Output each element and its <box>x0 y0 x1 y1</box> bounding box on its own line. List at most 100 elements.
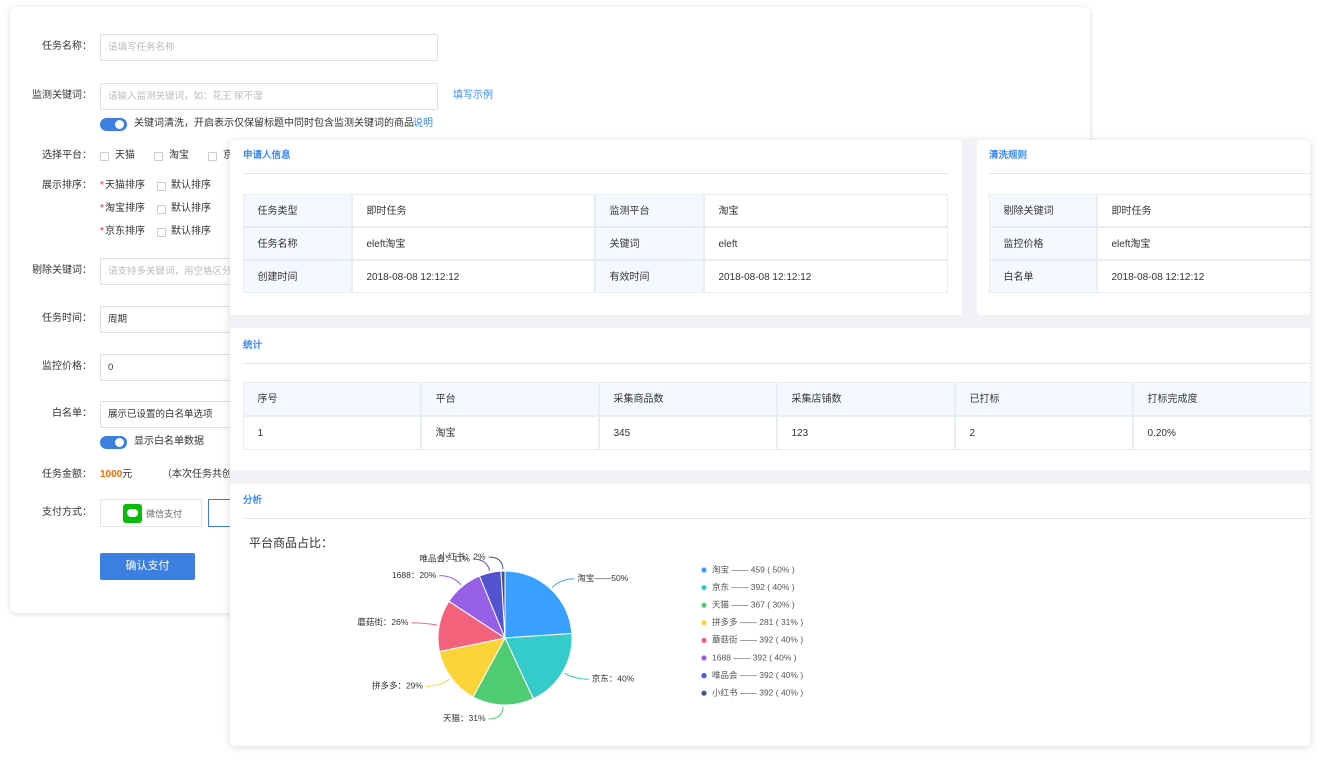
checkbox-label: 默认排序 <box>171 203 211 214</box>
slice-label: 淘宝——50% <box>577 573 628 583</box>
checkbox[interactable] <box>208 151 217 161</box>
legend-label: 唯品会 —— 392 ( 40% ) <box>712 670 803 680</box>
table-cell: 创建时间 <box>242 259 352 293</box>
toggle[interactable] <box>100 435 127 449</box>
required-mark: * <box>100 203 104 214</box>
pay-option-label: 微信支付 <box>146 509 183 519</box>
table-cell: eleft淘宝 <box>351 226 595 260</box>
legend-dot <box>701 602 707 608</box>
pay-option[interactable]: 微信支付 <box>100 499 202 527</box>
section-title: 申请人信息 <box>243 150 291 161</box>
legend-label: 天猫 —— 367 ( 30% ) <box>712 599 795 609</box>
slice-label: 天猫：31% <box>443 713 486 723</box>
table-cell: 即时任务 <box>1096 193 1311 227</box>
section-rule <box>243 173 948 174</box>
toggle[interactable] <box>100 117 127 131</box>
toggle-knob <box>115 437 124 447</box>
checkbox-label: 淘宝 <box>169 150 189 161</box>
divider-strip <box>962 140 977 315</box>
checkbox[interactable] <box>157 227 166 237</box>
table-cell: 剔除关键词 <box>988 193 1097 227</box>
divider-strip <box>230 315 1310 328</box>
toggle-text: 显示白名单数据 <box>134 436 204 447</box>
field-label: 选择平台： <box>42 150 92 161</box>
wechat-icon <box>123 504 142 523</box>
amount: 1000元 <box>100 467 132 483</box>
slice-label: 京东：40% <box>592 673 635 683</box>
table-cell: 序号 <box>242 381 421 416</box>
table-cell: 2 <box>954 415 1133 450</box>
checkbox[interactable] <box>157 181 166 191</box>
table-cell: 已打标 <box>954 381 1133 416</box>
legend-dot <box>701 637 707 644</box>
field-label: 展示排序： <box>42 180 92 191</box>
amount-value: 1000 <box>100 469 123 480</box>
table-cell: 0.20% <box>1132 415 1311 450</box>
legend-dot <box>701 673 707 679</box>
table-cell: 1 <box>242 415 421 450</box>
amount-note: （本次任务共创 <box>162 469 232 480</box>
table-cell: 任务类型 <box>242 193 352 227</box>
legend-dot <box>701 690 707 696</box>
legend-label: 淘宝 —— 459 ( 50% ) <box>712 564 795 574</box>
pie-slice <box>504 632 573 700</box>
table-cell: 采集商品数 <box>598 381 777 416</box>
text-input[interactable]: 请输入监测关键词，如：花王 尿不湿 <box>100 83 438 110</box>
checkbox[interactable] <box>100 151 109 161</box>
help-link[interactable]: 说明 <box>413 118 433 129</box>
checkbox-label: 默认排序 <box>171 226 211 237</box>
text-input[interactable]: 请填写任务名称 <box>100 34 438 61</box>
legend-label: 拼多多 —— 281 ( 31% ) <box>712 617 803 627</box>
checkbox-label: 默认排序 <box>171 180 211 191</box>
leader-line <box>551 578 575 588</box>
table-cell: 淘宝 <box>703 193 948 227</box>
table-cell: 有效时间 <box>594 259 704 293</box>
table-cell: 2018-08-08 12:12:12 <box>1096 259 1311 293</box>
leader-line <box>439 575 462 586</box>
chart-title: 平台商品占比： <box>249 535 333 550</box>
table-cell: 任务名称 <box>242 226 352 260</box>
section-rule <box>243 518 1310 519</box>
leader-line <box>472 558 491 571</box>
field-label: 任务时间： <box>42 313 92 324</box>
pie-slice <box>500 570 506 639</box>
legend-dot <box>701 620 707 626</box>
field-label: 监测关键词： <box>32 90 92 101</box>
toggle-text: 关键词清洗，开启表示仅保留标题中同时包含监测关键词的商品 <box>134 118 414 129</box>
field-label: 监控价格： <box>42 361 92 372</box>
leader-line <box>488 556 504 570</box>
field-label: 任务名称： <box>42 41 92 52</box>
checkbox[interactable] <box>157 204 166 214</box>
table-cell: 2018-08-08 12:12:12 <box>703 259 948 293</box>
sort-name: 天猫排序 <box>105 180 145 191</box>
table-cell: 监测平台 <box>594 193 704 227</box>
slice-label: 1688：20% <box>392 570 437 580</box>
leader-line <box>488 706 504 720</box>
toggle-knob <box>115 119 124 129</box>
table-cell: 平台 <box>420 381 599 416</box>
legend-label: 小红书 —— 392 ( 40% ) <box>712 687 803 697</box>
legend-dot <box>701 655 707 661</box>
section-title: 分析 <box>243 495 263 506</box>
checkbox[interactable] <box>154 151 163 161</box>
field-label: 任务金额： <box>42 469 92 480</box>
checkbox-label: 天猫 <box>115 150 135 161</box>
slice-label: 拼多多：29% <box>372 681 423 691</box>
slice-label: 唯品会：11% <box>420 553 471 563</box>
slice-label: 蘑菇街：26% <box>357 617 408 627</box>
required-mark: * <box>100 226 104 237</box>
pie-slice <box>438 637 506 698</box>
table-cell: 即时任务 <box>351 193 595 227</box>
example-link[interactable]: 填写示例 <box>453 90 493 101</box>
legend-dot <box>701 585 707 591</box>
table-cell: 淘宝 <box>420 415 599 450</box>
field-label: 白名单： <box>52 408 92 419</box>
table-cell: 监控价格 <box>988 226 1097 260</box>
leader-line <box>564 672 589 680</box>
table-cell: 采集店铺数 <box>776 381 955 416</box>
pie-slice <box>504 570 573 639</box>
section-rule <box>989 173 1310 174</box>
submit-button[interactable]: 确认支付 <box>100 553 195 580</box>
